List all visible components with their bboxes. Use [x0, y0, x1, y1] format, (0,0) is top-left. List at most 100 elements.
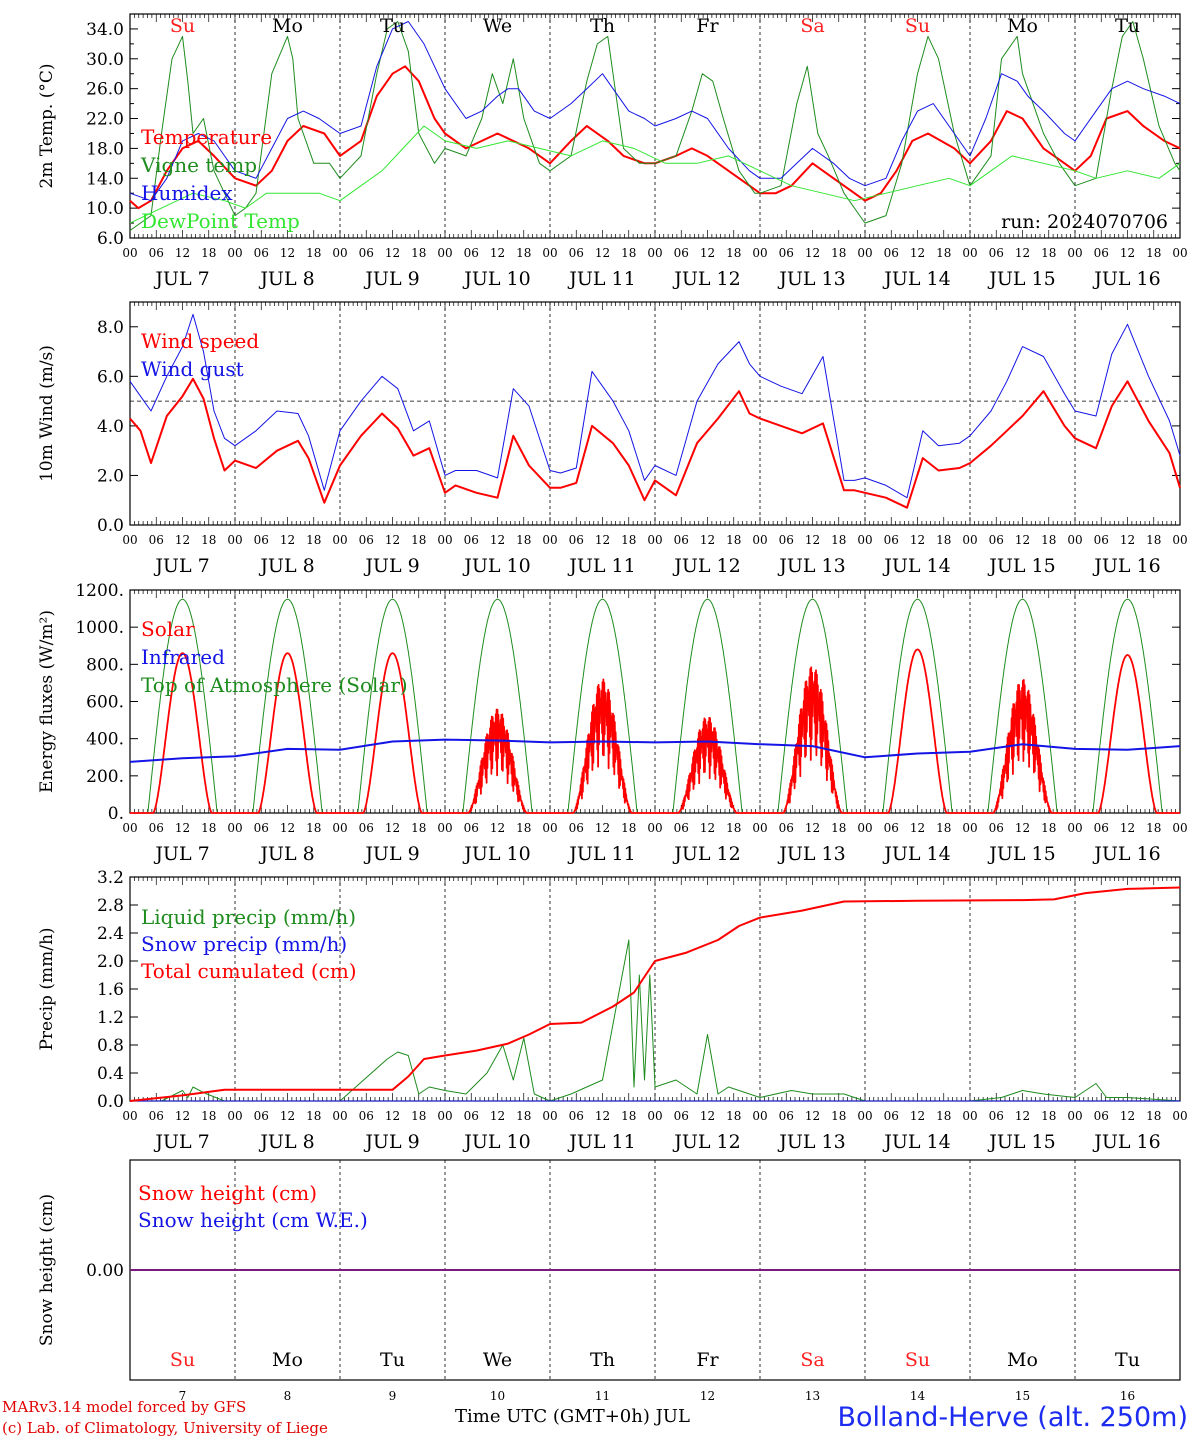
hour-tick-label: 12: [595, 246, 610, 260]
hour-tick-label: 18: [831, 1109, 846, 1123]
hour-tick-label: 12: [1120, 821, 1135, 835]
hour-tick-label: 18: [1146, 533, 1161, 547]
hour-tick-label: 18: [411, 821, 426, 835]
hour-tick-label: 06: [884, 1109, 899, 1123]
series-wind-speed: [129, 377, 1181, 509]
hour-tick-label: 18: [621, 533, 636, 547]
hour-tick-label: 00: [437, 821, 452, 835]
hour-tick-label: 06: [464, 821, 479, 835]
hour-tick-label: 12: [1015, 246, 1030, 260]
day-name-label: Mo: [1007, 15, 1038, 37]
hour-tick-label: 00: [857, 821, 872, 835]
date-label: JUL 11: [567, 555, 635, 577]
y-tick-label: 600.: [86, 693, 124, 713]
series-infrared: [129, 738, 1181, 763]
hour-tick-label: 18: [516, 246, 531, 260]
hour-tick-label: 12: [175, 246, 190, 260]
hour-tick-label: 06: [674, 1109, 689, 1123]
hour-tick-label: 00: [332, 821, 347, 835]
day-number-label: 11: [595, 1389, 610, 1403]
hour-tick-label: 06: [254, 246, 269, 260]
hour-tick-label: 06: [1094, 821, 1109, 835]
hour-tick-label: 12: [805, 821, 820, 835]
day-name-label: Th: [590, 1349, 615, 1371]
hour-tick-label: 06: [989, 821, 1004, 835]
legend-entry: Vigne temp: [140, 153, 257, 177]
hour-tick-label: 06: [884, 533, 899, 547]
hour-tick-label: 12: [910, 246, 925, 260]
hour-tick-label: 12: [805, 1109, 820, 1123]
credit-lab: (c) Lab. of Climatology, University of L…: [2, 1419, 328, 1437]
hour-tick-label: 00: [1172, 533, 1187, 547]
day-name-label: Mo: [272, 1349, 303, 1371]
date-label: JUL 12: [672, 268, 740, 290]
legend-entry: Liquid precip (mm/h): [141, 905, 356, 929]
hour-tick-label: 06: [359, 533, 374, 547]
y-tick-label: 2.4: [97, 924, 124, 944]
hour-tick-label: 00: [647, 533, 662, 547]
hour-tick-label: 18: [201, 1109, 216, 1123]
series-vigne-temp: [129, 21, 1181, 231]
plot-frame: [129, 301, 1181, 526]
hour-tick-label: 06: [254, 1109, 269, 1123]
day-number-label: 9: [389, 1389, 397, 1403]
hour-tick-label: 06: [989, 246, 1004, 260]
day-name-label: Su: [170, 15, 195, 37]
hour-tick-label: 18: [831, 533, 846, 547]
hour-tick-label: 00: [542, 246, 557, 260]
y-tick-label: 800.: [86, 655, 124, 675]
hour-tick-label: 12: [1015, 533, 1030, 547]
day-number-label: 14: [910, 1389, 926, 1403]
hour-tick-label: 06: [359, 246, 374, 260]
y-axis-label: Snow height (cm): [37, 1194, 57, 1346]
hour-tick-label: 00: [1172, 246, 1187, 260]
hour-tick-label: 12: [910, 821, 925, 835]
date-label: JUL 13: [777, 268, 845, 290]
hour-tick-label: 18: [1146, 1109, 1161, 1123]
legend-entry: Humidex: [141, 181, 233, 205]
hour-tick-label: 00: [437, 246, 452, 260]
hour-tick-label: 18: [516, 821, 531, 835]
day-number-label: 12: [700, 1389, 715, 1403]
hour-tick-label: 00: [647, 1109, 662, 1123]
y-tick-label: 1200.: [75, 581, 124, 601]
hour-tick-label: 00: [227, 533, 242, 547]
date-label: JUL 13: [777, 555, 845, 577]
date-label: JUL 8: [258, 843, 314, 865]
legend-entry: Wind gust: [141, 357, 244, 381]
hour-tick-label: 06: [149, 246, 164, 260]
y-tick-label: 0.0: [97, 516, 124, 536]
hour-tick-label: 06: [569, 246, 584, 260]
y-tick-label: 4.0: [97, 417, 124, 437]
hour-tick-label: 06: [149, 1109, 164, 1123]
series-wind-gust: [129, 313, 1181, 499]
hour-tick-label: 18: [411, 246, 426, 260]
legend-entry: Wind speed: [141, 329, 259, 353]
hour-tick-label: 00: [857, 246, 872, 260]
hour-tick-label: 12: [175, 1109, 190, 1123]
hour-tick-label: 12: [490, 533, 505, 547]
series-solar: [129, 648, 1181, 814]
hour-tick-label: 18: [201, 821, 216, 835]
hour-tick-label: 06: [569, 821, 584, 835]
date-label: JUL 10: [462, 555, 530, 577]
hour-tick-label: 18: [516, 533, 531, 547]
y-axis-label: 10m Wind (m/s): [37, 345, 57, 482]
day-number-label: 15: [1015, 1389, 1030, 1403]
hour-tick-label: 06: [1094, 246, 1109, 260]
hour-tick-label: 06: [884, 246, 899, 260]
date-label: JUL 16: [1092, 268, 1160, 290]
hour-tick-label: 06: [149, 821, 164, 835]
hour-tick-label: 00: [122, 533, 137, 547]
hour-tick-label: 12: [1015, 1109, 1030, 1123]
hour-tick-label: 00: [857, 1109, 872, 1123]
hour-tick-label: 18: [936, 1109, 951, 1123]
date-label: JUL 12: [672, 1131, 740, 1153]
legend-entry: Solar: [141, 617, 195, 641]
hour-tick-label: 00: [1067, 821, 1082, 835]
day-name-label: Th: [590, 15, 615, 37]
x-axis-title: Time UTC (GMT+0h) JUL: [455, 1406, 690, 1427]
hour-tick-label: 06: [779, 1109, 794, 1123]
date-label: JUL 11: [567, 1131, 635, 1153]
hour-tick-label: 18: [516, 1109, 531, 1123]
